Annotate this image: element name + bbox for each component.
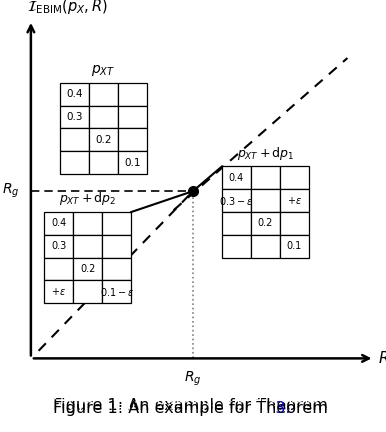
- Text: 0.1: 0.1: [287, 241, 302, 251]
- Bar: [73, 212, 102, 235]
- Bar: [102, 280, 131, 303]
- Bar: [222, 212, 251, 235]
- Bar: [60, 83, 89, 105]
- Bar: [280, 166, 309, 189]
- Bar: [44, 212, 73, 235]
- Bar: [89, 105, 118, 128]
- Text: 0.4: 0.4: [229, 173, 244, 183]
- Text: $p_{XT} + \mathrm{d}p_1$: $p_{XT} + \mathrm{d}p_1$: [237, 145, 294, 162]
- Text: Figure 1: An example for Theorem 3.: Figure 1: An example for Theorem 3.: [46, 398, 340, 413]
- Bar: [44, 280, 73, 303]
- Text: 0.1: 0.1: [124, 158, 141, 168]
- Bar: [60, 128, 89, 151]
- Bar: [89, 151, 118, 174]
- Bar: [222, 235, 251, 257]
- Text: 0.4: 0.4: [66, 89, 83, 99]
- Text: $\mathcal{I}_{\mathrm{EBIM}}(p_X, R)$: $\mathcal{I}_{\mathrm{EBIM}}(p_X, R)$: [27, 0, 108, 16]
- Bar: [60, 105, 89, 128]
- Text: $+\epsilon$: $+\epsilon$: [51, 286, 66, 297]
- Bar: [251, 166, 280, 189]
- Text: 0.3: 0.3: [66, 112, 83, 122]
- Text: $p_{XT}$: $p_{XT}$: [91, 63, 115, 78]
- Text: Figure 1: An example for Theorem: Figure 1: An example for Theorem: [53, 398, 333, 413]
- Bar: [44, 235, 73, 257]
- Text: Figure 1: An example for Theorem: Figure 1: An example for Theorem: [53, 401, 333, 416]
- Text: 0.2: 0.2: [95, 135, 112, 145]
- Bar: [73, 235, 102, 257]
- Text: $R$: $R$: [378, 350, 386, 366]
- Text: $p_{XT} + \mathrm{d}p_2$: $p_{XT} + \mathrm{d}p_2$: [59, 191, 117, 207]
- Text: 0.2: 0.2: [80, 264, 95, 274]
- Bar: [118, 128, 147, 151]
- Bar: [44, 257, 73, 280]
- Bar: [102, 212, 131, 235]
- Text: 0.4: 0.4: [51, 219, 66, 229]
- Bar: [118, 83, 147, 105]
- Text: $R_g$: $R_g$: [184, 370, 202, 388]
- Bar: [280, 189, 309, 212]
- Bar: [118, 151, 147, 174]
- Text: 3.: 3.: [96, 401, 290, 416]
- Bar: [280, 235, 309, 257]
- Bar: [73, 280, 102, 303]
- Text: $R_g$: $R_g$: [2, 182, 19, 200]
- Bar: [89, 83, 118, 105]
- Bar: [222, 189, 251, 212]
- Bar: [118, 105, 147, 128]
- Text: 0.3: 0.3: [51, 241, 66, 251]
- Bar: [222, 166, 251, 189]
- Text: $0.3-\epsilon$: $0.3-\epsilon$: [219, 195, 254, 206]
- Bar: [73, 257, 102, 280]
- Bar: [251, 235, 280, 257]
- Text: $+\epsilon$: $+\epsilon$: [287, 195, 302, 206]
- Bar: [102, 257, 131, 280]
- Bar: [102, 235, 131, 257]
- Text: 0.2: 0.2: [258, 219, 273, 229]
- Bar: [280, 212, 309, 235]
- Bar: [60, 151, 89, 174]
- Bar: [251, 189, 280, 212]
- Bar: [251, 212, 280, 235]
- Text: $0.1-\epsilon$: $0.1-\epsilon$: [100, 286, 134, 298]
- Bar: [89, 128, 118, 151]
